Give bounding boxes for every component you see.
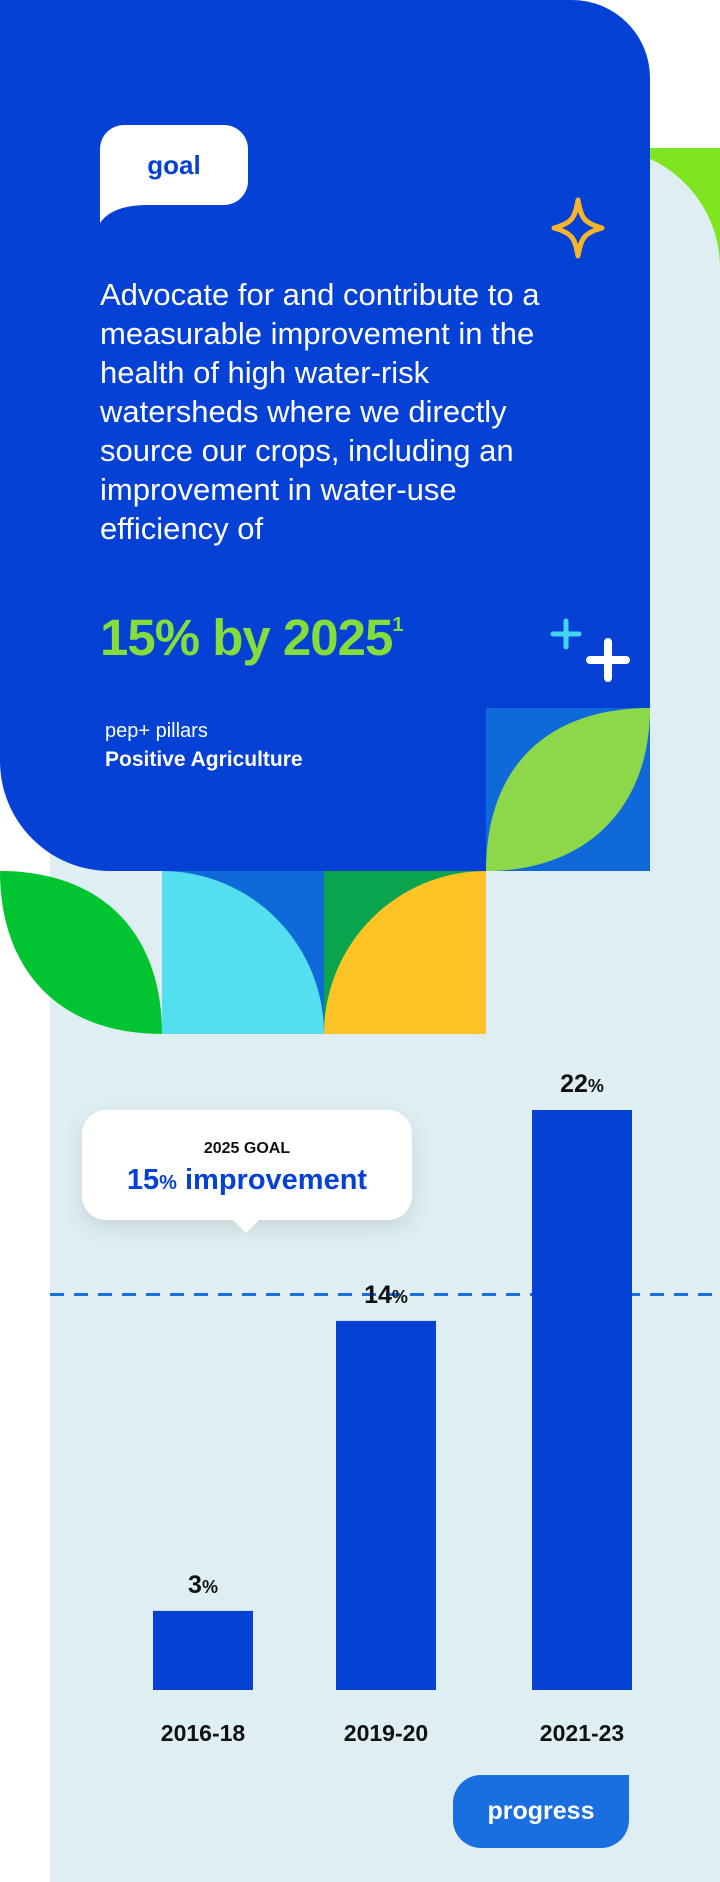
callout-caption: 2025 GOAL	[203, 1140, 291, 1157]
callout-main: 15% improvement	[82, 1164, 412, 1197]
goal-headline: 15% by 20251	[100, 608, 404, 667]
pillar-name: Positive Agriculture	[105, 748, 303, 771]
goal-tag: goal	[147, 149, 201, 180]
callout-number: 15	[126, 1164, 160, 1196]
footnote-marker: 1	[392, 614, 403, 636]
pillars-caption: pep+ pillars	[105, 720, 208, 742]
category-label-2016-18: 2016-18	[161, 1720, 246, 1746]
progress-badge: progress	[453, 1775, 629, 1848]
callout-rest: improvement	[176, 1164, 368, 1196]
leaf-tile	[486, 708, 650, 871]
bar-2016-18	[153, 1610, 253, 1690]
category-label-2019-20: 2019-20	[344, 1720, 428, 1746]
callout-tail	[232, 1219, 260, 1233]
plus-icon	[586, 638, 630, 682]
value-label-2019-20: 14%	[364, 1281, 408, 1309]
bar-2021-23	[532, 1110, 632, 1690]
goal-card: goal Advocate for and contribute to a me…	[0, 0, 650, 871]
green-corner-decoration	[600, 148, 720, 268]
goal-speech-bubble: goal	[100, 125, 248, 223]
quarter-tile-cyan	[162, 871, 324, 1034]
goal-description: Advocate for and contribute to a measura…	[100, 277, 540, 546]
goal-callout: 2025 GOAL 15% improvement	[82, 1110, 412, 1220]
quarter-tile-yellow	[324, 871, 486, 1034]
leaf-tile-green	[0, 871, 162, 1034]
value-label-2016-18: 3%	[188, 1571, 218, 1599]
value-label-2021-23: 22%	[560, 1070, 604, 1098]
callout-percent: %	[159, 1172, 177, 1194]
goal-headline-text: 15% by 2025	[100, 609, 393, 666]
sparkle-icon	[551, 197, 605, 259]
progress-label: progress	[487, 1797, 595, 1825]
progress-bar-chart: 3% 2016-18 14% 2019-20 22% 2021-23	[50, 1070, 720, 1746]
small-plus-icon	[550, 618, 582, 650]
category-label-2021-23: 2021-23	[540, 1720, 624, 1746]
bar-2019-20	[336, 1320, 436, 1690]
